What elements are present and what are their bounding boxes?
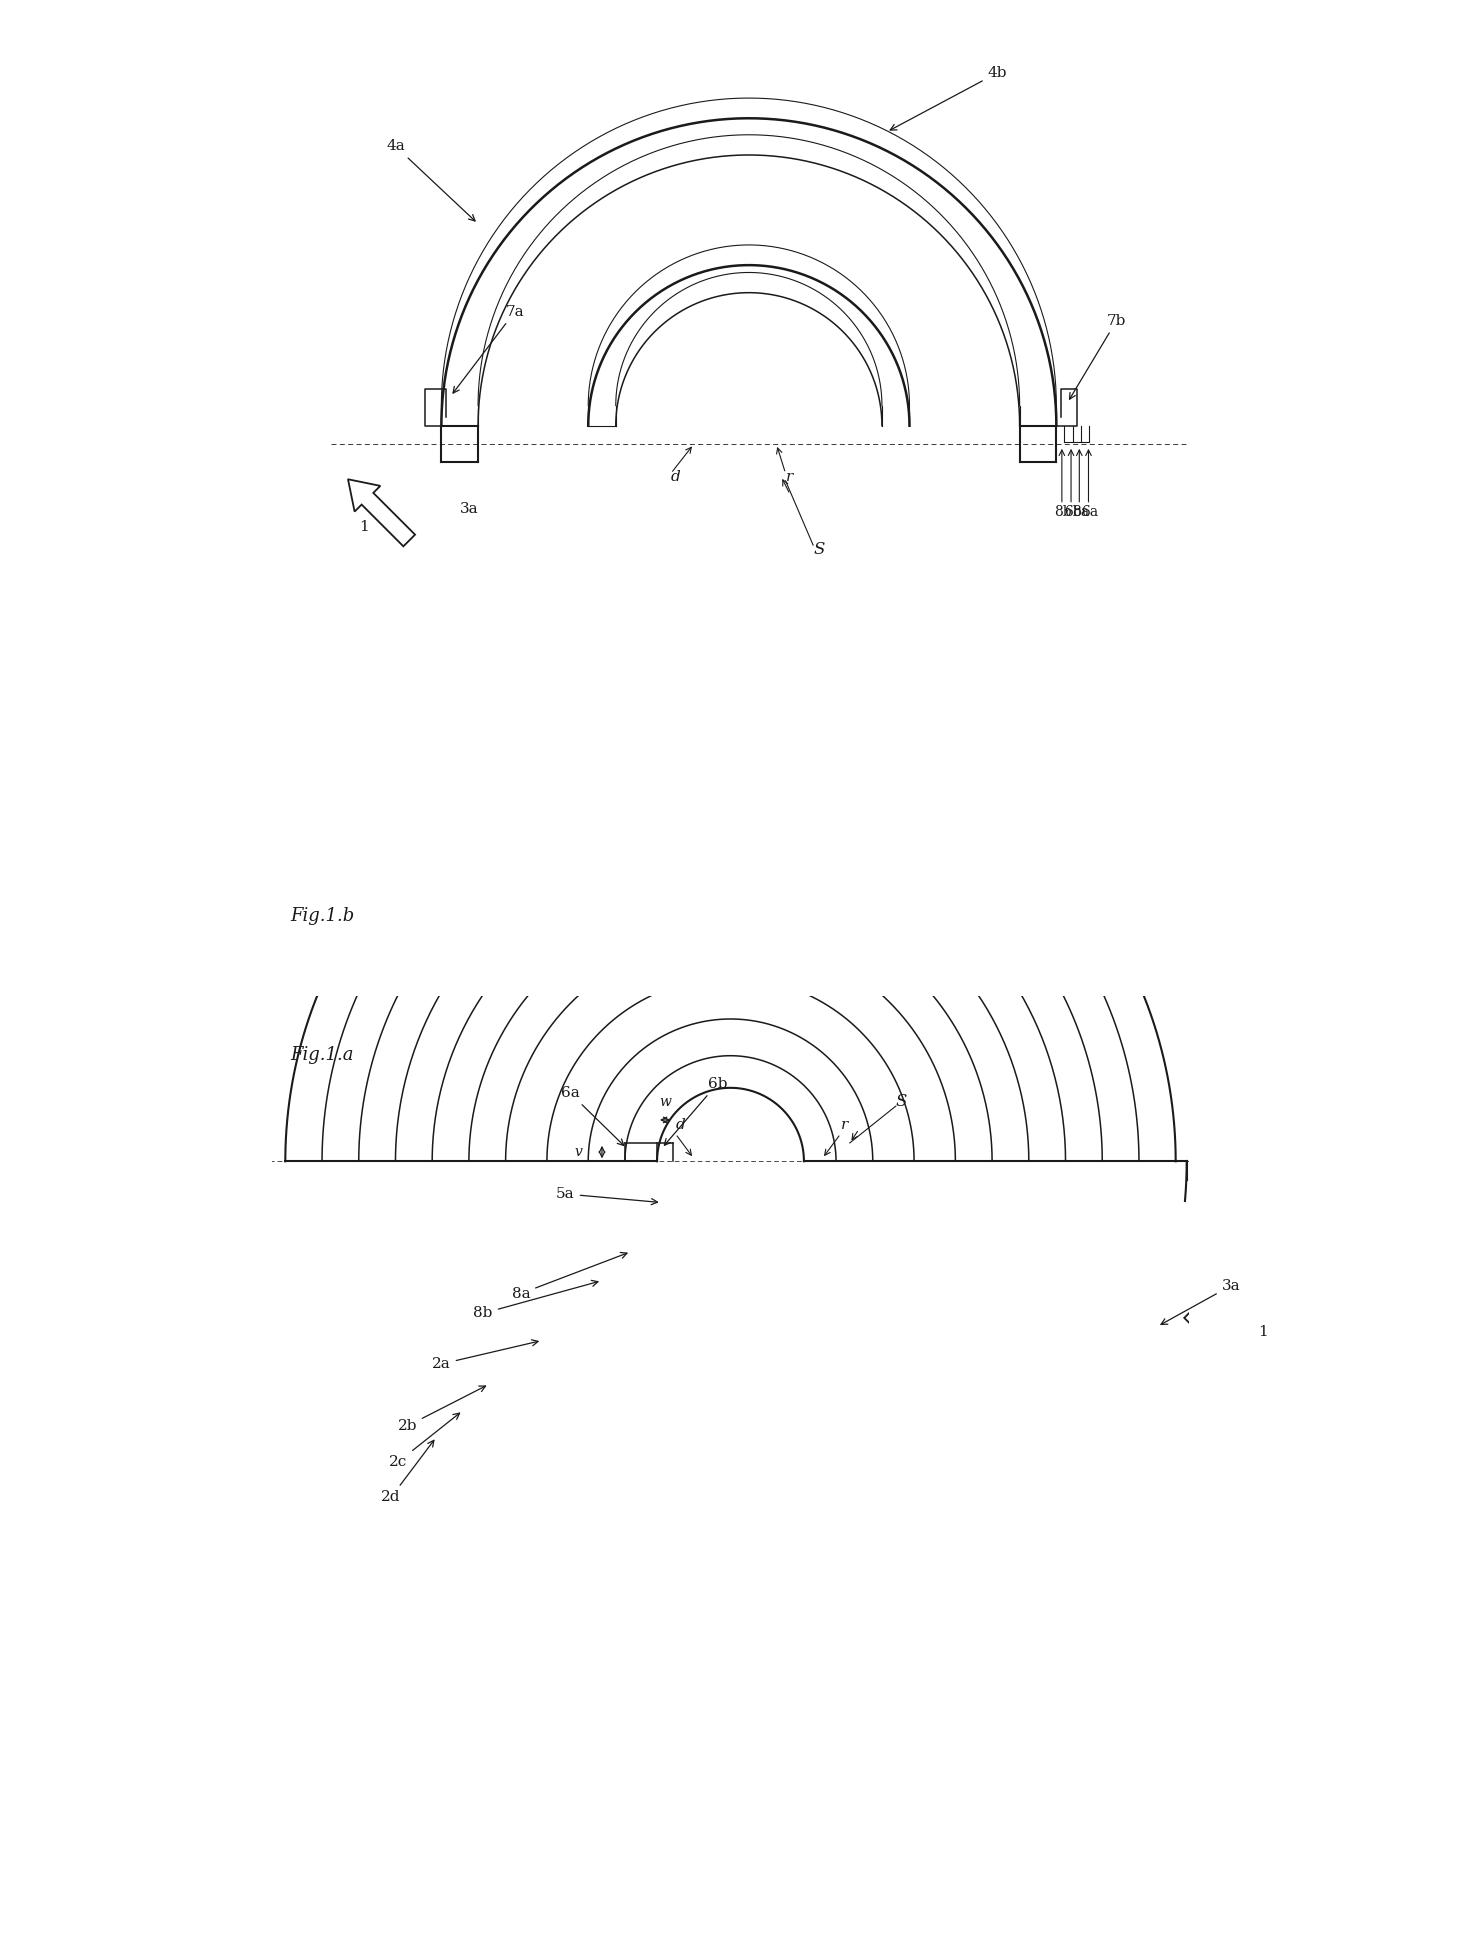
Text: 8b: 8b — [1055, 504, 1072, 519]
Text: Fig.1.b: Fig.1.b — [289, 908, 354, 926]
Text: 8a: 8a — [1072, 504, 1088, 519]
Text: 8a: 8a — [511, 1252, 627, 1301]
Text: 7b: 7b — [1069, 314, 1126, 398]
Text: 6b: 6b — [665, 1076, 728, 1144]
Text: 6a: 6a — [1081, 504, 1099, 519]
Text: 2a: 2a — [432, 1340, 538, 1371]
Text: w: w — [659, 1096, 671, 1109]
Text: 1: 1 — [359, 519, 368, 535]
Text: 6a: 6a — [561, 1086, 624, 1146]
Text: S: S — [814, 541, 824, 559]
Text: d: d — [671, 471, 681, 484]
Text: r: r — [786, 471, 793, 484]
Text: S: S — [896, 1094, 907, 1109]
Text: 8b: 8b — [473, 1281, 598, 1320]
Text: 2b: 2b — [397, 1387, 485, 1434]
Text: 5a: 5a — [557, 1187, 657, 1205]
Text: Fig.1.a: Fig.1.a — [289, 1047, 354, 1064]
Text: v: v — [574, 1144, 583, 1158]
Text: d: d — [675, 1119, 685, 1133]
Text: 2c: 2c — [390, 1414, 460, 1469]
Text: 1: 1 — [1258, 1324, 1268, 1338]
Text: r: r — [840, 1119, 847, 1133]
Text: 3a: 3a — [460, 502, 478, 516]
Text: 4a: 4a — [386, 139, 475, 221]
Text: 6b: 6b — [1064, 504, 1081, 519]
Text: 3a: 3a — [1161, 1279, 1240, 1324]
Text: 7a: 7a — [453, 305, 524, 393]
Text: 4b: 4b — [890, 66, 1007, 131]
FancyArrow shape — [1185, 1307, 1259, 1383]
Text: 2d: 2d — [381, 1439, 434, 1504]
FancyArrow shape — [348, 478, 415, 547]
